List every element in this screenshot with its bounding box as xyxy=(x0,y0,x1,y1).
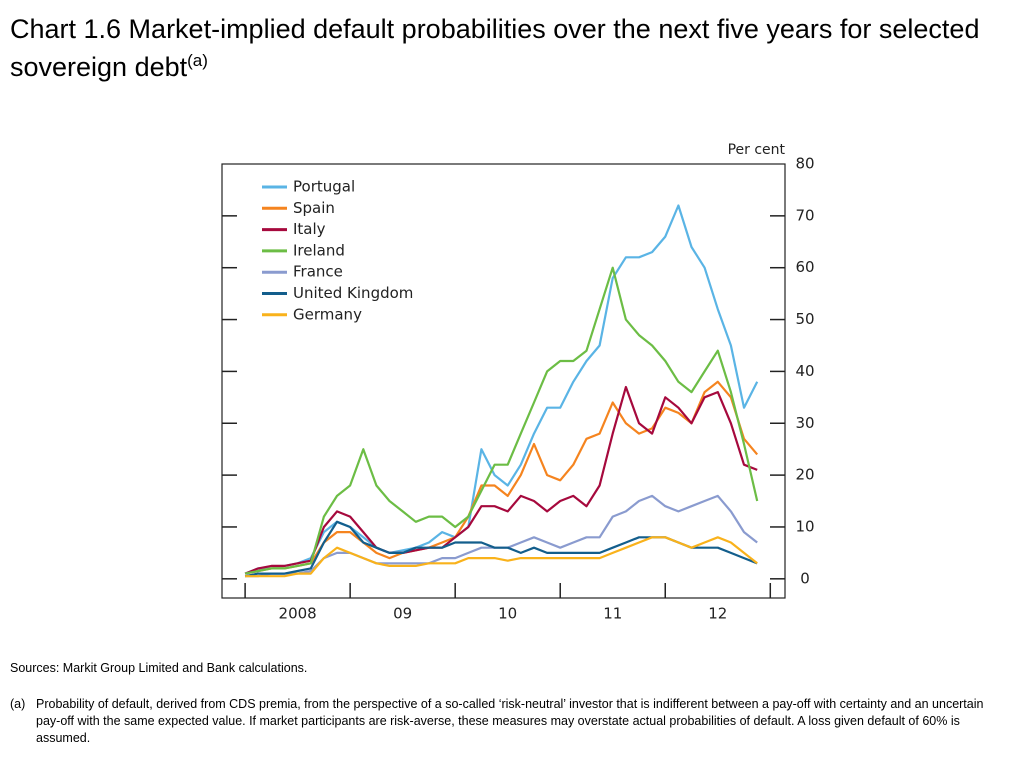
x-tick-label: 09 xyxy=(393,605,412,623)
legend-label: France xyxy=(293,263,343,281)
x-tick-label: 12 xyxy=(708,605,727,623)
series-line xyxy=(245,536,758,578)
title-text: Chart 1.6 Market-implied default probabi… xyxy=(10,14,980,82)
series-line xyxy=(244,385,758,575)
sources: Sources: Markit Group Limited and Bank c… xyxy=(10,661,308,675)
footnote-marker: (a) xyxy=(10,697,26,711)
legend-label: Ireland xyxy=(293,241,345,259)
x-tick-label: 2008 xyxy=(279,605,317,623)
legend-label: Spain xyxy=(293,199,335,217)
series-line xyxy=(244,204,759,575)
x-tick-label: 10 xyxy=(498,605,517,623)
y-tick-label: 70 xyxy=(795,206,814,224)
legend-label: United Kingdom xyxy=(293,284,413,302)
y-tick-label: 20 xyxy=(795,466,814,484)
series-line xyxy=(244,380,759,575)
plot-frame xyxy=(221,163,786,599)
chart: Per cent 0 10 20 30 40 50 60 70 80 2008 09 10 11 12 Por… xyxy=(221,142,815,623)
chart-title: Chart 1.6 Market-implied default probabi… xyxy=(10,10,1000,86)
series-line xyxy=(244,266,759,575)
y-tick-label: 80 xyxy=(795,155,814,173)
y-axis-label: Per cent xyxy=(728,142,786,158)
y-tick-label: 10 xyxy=(795,517,814,535)
legend-label: Germany xyxy=(293,305,362,323)
y-tick-label: 0 xyxy=(800,569,810,587)
y-tick-label: 30 xyxy=(795,414,814,432)
legend-label: Portugal xyxy=(293,178,355,196)
legend-label: Italy xyxy=(293,220,326,238)
footnote-text: Probability of default, derived from CDS… xyxy=(36,697,984,745)
y-tick-label: 50 xyxy=(795,310,814,328)
y-tick-label: 60 xyxy=(795,258,814,276)
title-note: (a) xyxy=(187,51,208,70)
x-tick-label: 11 xyxy=(603,605,622,623)
y-tick-label: 40 xyxy=(795,362,814,380)
footnote: (a) Probability of default, derived from… xyxy=(10,696,1010,747)
